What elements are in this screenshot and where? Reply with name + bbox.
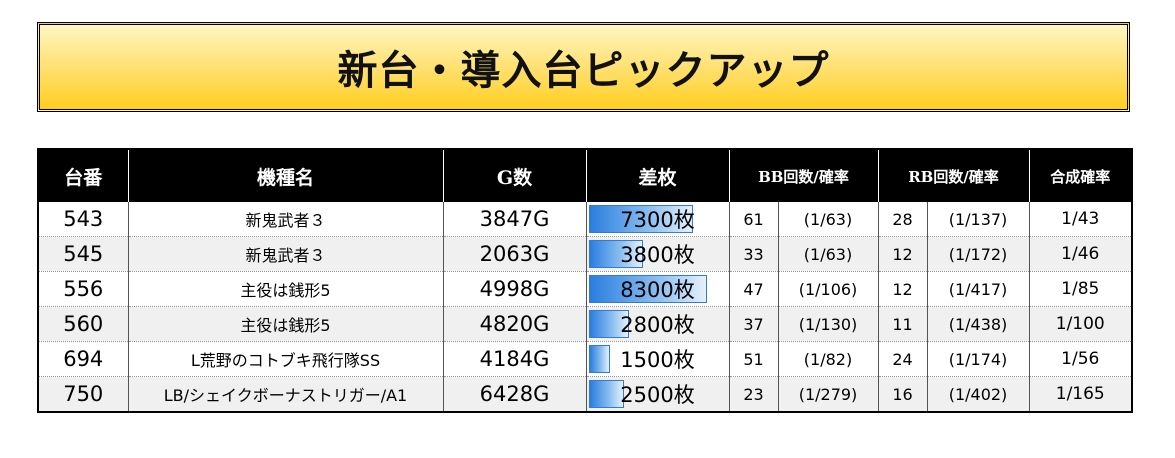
difference-bar — [588, 380, 625, 408]
difference-cell: 1500枚 — [586, 341, 730, 377]
machine-number-cell: 556 — [38, 271, 129, 307]
difference-bar — [588, 240, 643, 268]
rb-count-cell: 11 — [878, 306, 928, 342]
machine-number-cell: 694 — [38, 341, 129, 377]
difference-bar — [588, 205, 693, 233]
combined-rate-cell: 1/43 — [1029, 202, 1132, 237]
combined-rate-cell: 1/85 — [1029, 271, 1132, 307]
game-count-cell: 6428G — [443, 376, 587, 413]
header-machine-number: 台番 — [38, 149, 129, 202]
bb-rate-cell: (1/82) — [778, 341, 879, 377]
table-row: 560 主役は銭形5 4820G 2800枚 37 (1/130) 11 (1/438) 1/1… — [38, 306, 1132, 342]
rb-count-cell: 12 — [878, 236, 928, 272]
rb-count-cell: 28 — [878, 202, 928, 237]
bb-count-cell: 33 — [729, 236, 779, 272]
model-name-cell: LB/シェイクボーナストリガー/A1 — [128, 376, 444, 413]
rb-rate-cell: (1/417) — [927, 271, 1030, 307]
table-row: 694 L荒野のコトブキ飛行隊SS 4184G 1500枚 51 (1/82) 24 (1/1… — [38, 341, 1132, 377]
difference-value: 7300枚 — [620, 208, 695, 232]
game-count-cell: 4184G — [443, 341, 587, 377]
header-rb: RB回数/確率 — [878, 149, 1030, 202]
header-model-name: 機種名 — [128, 149, 444, 202]
difference-value: 1500枚 — [620, 348, 695, 372]
difference-value: 3800枚 — [620, 243, 695, 267]
model-name-cell: L荒野のコトブキ飛行隊SS — [128, 341, 444, 377]
header-difference: 差枚 — [586, 149, 730, 202]
rb-count-cell: 16 — [878, 376, 928, 413]
table-header-row: 台番 機種名 G数 差枚 BB回数/確率 RB回数/確率 合成確率 — [38, 149, 1132, 202]
header-combined: 合成確率 — [1029, 149, 1132, 202]
bb-rate-cell: (1/63) — [778, 236, 879, 272]
bb-count-cell: 23 — [729, 376, 779, 413]
difference-cell: 8300枚 — [586, 271, 730, 307]
rb-count-cell: 12 — [878, 271, 928, 307]
rb-rate-cell: (1/172) — [927, 236, 1030, 272]
table-row: 556 主役は銭形5 4998G 8300枚 47 (1/106) 12 (1/417) 1/8… — [38, 271, 1132, 307]
machine-number-cell: 750 — [38, 376, 129, 413]
rb-rate-cell: (1/402) — [927, 376, 1030, 413]
model-name-cell: 主役は銭形5 — [128, 306, 444, 342]
bb-count-cell: 61 — [729, 202, 779, 237]
model-name-cell: 主役は銭形5 — [128, 271, 444, 307]
difference-cell: 2500枚 — [586, 376, 730, 413]
rb-count-cell: 24 — [878, 341, 928, 377]
bb-count-cell: 37 — [729, 306, 779, 342]
table-row: 545 新鬼武者３ 2063G 3800枚 33 (1/63) 12 (1/172) 1/46 — [38, 236, 1132, 272]
bb-rate-cell: (1/106) — [778, 271, 879, 307]
machine-number-cell: 545 — [38, 236, 129, 272]
difference-bar — [588, 345, 610, 373]
machine-number-cell: 560 — [38, 306, 129, 342]
bb-rate-cell: (1/63) — [778, 202, 879, 237]
combined-rate-cell: 1/100 — [1029, 306, 1132, 342]
bb-count-cell: 47 — [729, 271, 779, 307]
table-row: 543 新鬼武者３ 3847G 7300枚 61 (1/63) 28 (1/137) 1/43 — [38, 202, 1132, 237]
rb-rate-cell: (1/174) — [927, 341, 1030, 377]
model-name-cell: 新鬼武者３ — [128, 236, 444, 272]
game-count-cell: 2063G — [443, 236, 587, 272]
difference-bar — [588, 310, 629, 338]
rb-rate-cell: (1/137) — [927, 202, 1030, 237]
difference-cell: 2800枚 — [586, 306, 730, 342]
header-game-count: G数 — [443, 149, 587, 202]
model-name-cell: 新鬼武者３ — [128, 202, 444, 237]
game-count-cell: 4998G — [443, 271, 587, 307]
difference-value: 8300枚 — [620, 278, 695, 302]
machine-number-cell: 543 — [38, 202, 129, 237]
difference-cell: 3800枚 — [586, 236, 730, 272]
combined-rate-cell: 1/165 — [1029, 376, 1132, 413]
bb-count-cell: 51 — [729, 341, 779, 377]
game-count-cell: 3847G — [443, 202, 587, 237]
difference-value: 2800枚 — [620, 313, 695, 337]
bb-rate-cell: (1/130) — [778, 306, 879, 342]
table-row: 750 LB/シェイクボーナストリガー/A1 6428G 2500枚 23 (1/279)… — [38, 376, 1132, 413]
pickup-table: 台番 機種名 G数 差枚 BB回数/確率 RB回数/確率 合成確率 543 新鬼武… — [37, 148, 1133, 413]
title-banner: 新台・導入台ピックアップ — [37, 22, 1130, 112]
difference-value: 2500枚 — [620, 383, 695, 407]
combined-rate-cell: 1/56 — [1029, 341, 1132, 377]
game-count-cell: 4820G — [443, 306, 587, 342]
page-title: 新台・導入台ピックアップ — [337, 48, 830, 94]
combined-rate-cell: 1/46 — [1029, 236, 1132, 272]
difference-cell: 7300枚 — [586, 202, 730, 237]
header-bb: BB回数/確率 — [729, 149, 879, 202]
difference-bar — [588, 275, 708, 303]
rb-rate-cell: (1/438) — [927, 306, 1030, 342]
bb-rate-cell: (1/279) — [778, 376, 879, 413]
